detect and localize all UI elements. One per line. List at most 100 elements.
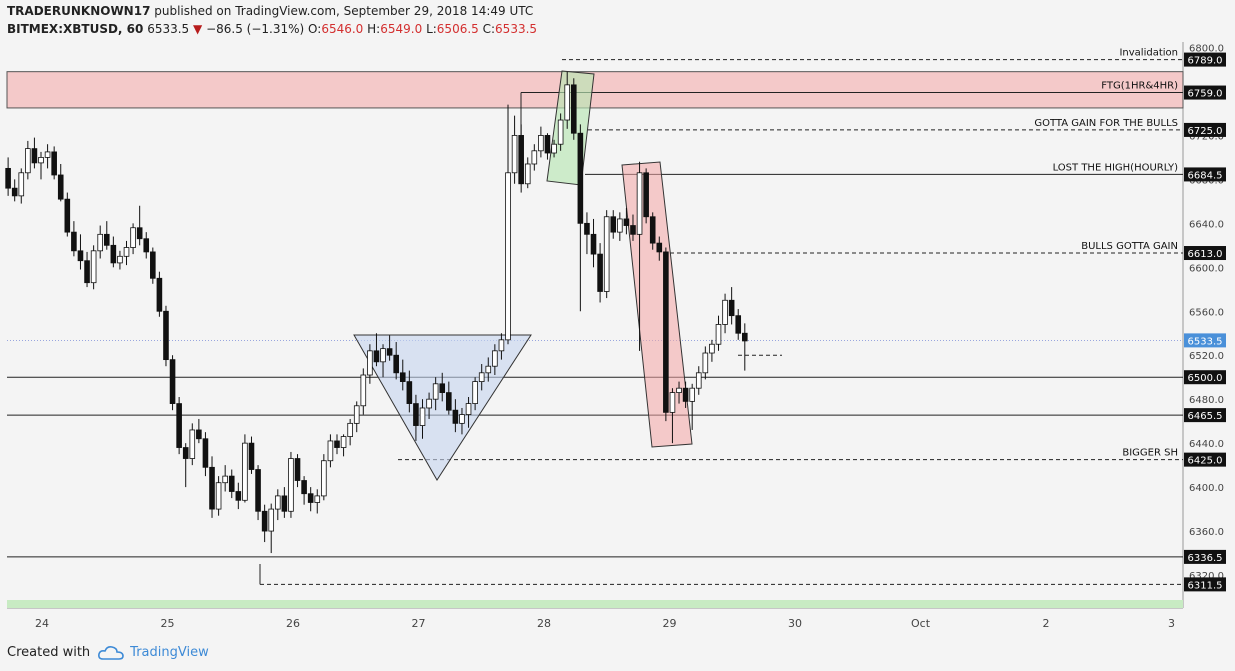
candle-body-30 (202, 438, 209, 468)
candle-body-10 (71, 231, 77, 252)
price-tag-5: 6500.0 (1188, 373, 1223, 384)
candle-body-103 (682, 387, 689, 402)
candle-body-46 (307, 493, 314, 503)
y-tick-label-0: 6800.0 (1189, 43, 1224, 54)
candle-body-2 (18, 172, 25, 197)
high-value: 6549.0 (380, 22, 423, 36)
open-label: O: (308, 22, 322, 36)
y-tick-label-10: 6400.0 (1189, 483, 1224, 494)
candle-body-33 (222, 475, 228, 484)
candle-body-110 (728, 299, 735, 317)
price-tag-bg-8 (1184, 549, 1226, 564)
candle-body-3 (25, 148, 31, 174)
x-tick-label-0: 24 (35, 617, 49, 630)
candle-body-50 (334, 440, 340, 448)
candle-body-52 (347, 422, 353, 437)
candle-body-17 (117, 255, 123, 264)
y-tick-label-4: 6640.0 (1189, 219, 1224, 230)
candle-body-43 (288, 458, 294, 512)
candle-body-8 (57, 174, 64, 200)
candle-body-97 (643, 172, 649, 218)
candle-body-13 (90, 250, 97, 284)
candle-body-47 (314, 495, 321, 503)
price-tag-2: 6725.0 (1188, 126, 1223, 137)
candle-body-51 (340, 436, 347, 448)
price-tag-1: 6759.0 (1188, 89, 1223, 100)
candle-body-76 (505, 172, 511, 341)
candle-body-42 (281, 495, 288, 512)
price-tag-3: 6684.5 (1188, 170, 1223, 181)
candle-body-25 (169, 359, 176, 404)
candle-body-88 (584, 222, 590, 235)
y-tick-label-5: 6600.0 (1189, 263, 1224, 274)
candle-body-67 (446, 392, 452, 411)
candle-body-112 (742, 332, 748, 342)
candle-body-23 (156, 277, 163, 312)
candle-body-56 (373, 350, 380, 363)
last-price-tag-bg (1184, 333, 1226, 348)
down-arrow-icon: ▼ (193, 22, 203, 36)
candle-body-16 (110, 244, 117, 264)
symbol-line: BITMEX:XBTUSD, 60 6533.5 ▼ −86.5 (−1.31%… (7, 22, 537, 36)
candle-body-37 (248, 442, 255, 470)
candle-body-40 (268, 508, 275, 532)
level-label-4: BULLS GOTTA GAIN (1081, 241, 1178, 252)
candle-body-95 (630, 225, 636, 235)
price-tag-bg-6 (1184, 408, 1226, 423)
candle-body-36 (242, 442, 248, 501)
price-tag-0: 6789.0 (1188, 56, 1223, 67)
candle-body-71 (472, 381, 478, 404)
y-tick-label-9: 6440.0 (1189, 439, 1224, 450)
candle-body-53 (353, 405, 360, 424)
tradingview-link[interactable]: TradingView (130, 645, 209, 660)
candle-body-84 (557, 119, 564, 145)
close-label: C: (482, 22, 496, 36)
candle-body-72 (478, 372, 485, 383)
candle-body-109 (722, 299, 728, 325)
candle-body-9 (64, 198, 71, 233)
publish-info: published on TradingView.com, September … (154, 4, 534, 18)
candle-body-92 (610, 216, 617, 233)
candle-body-35 (235, 491, 242, 501)
author-name[interactable]: TRADERUNKNOWN17 (7, 4, 151, 18)
candle-body-24 (163, 310, 169, 361)
candle-body-22 (150, 251, 156, 279)
candle-body-87 (577, 132, 584, 224)
candle-body-91 (603, 216, 610, 292)
candle-body-81 (538, 135, 544, 152)
candle-body-21 (143, 238, 150, 253)
candle-body-1 (11, 187, 18, 197)
level-label-7: BIGGER SH (1122, 448, 1178, 459)
candle-body-89 (590, 233, 597, 255)
candle-body-32 (215, 482, 222, 510)
candle-body-101 (669, 392, 676, 413)
candle-body-41 (274, 495, 281, 510)
candle-body-27 (182, 447, 189, 459)
candle-body-6 (44, 151, 51, 158)
candle-body-34 (228, 475, 235, 492)
candle-body-60 (399, 372, 406, 383)
candle-body-49 (327, 440, 334, 462)
candle-body-74 (492, 350, 498, 367)
candle-body-48 (321, 460, 327, 497)
candle-body-106 (702, 352, 709, 374)
candle-body-0 (5, 167, 11, 189)
candle-body-78 (518, 135, 524, 185)
candle-body-11 (77, 250, 84, 262)
candle-body-104 (689, 387, 695, 402)
candle-body-4 (31, 148, 38, 164)
publish-line: TRADERUNKNOWN17 published on TradingView… (7, 4, 533, 18)
x-tick-label-2: 26 (286, 617, 300, 630)
level-label-3: LOST THE HIGH(HOURLY) (1053, 162, 1178, 173)
created-with-label: Created with (7, 645, 91, 660)
candle-body-70 (465, 403, 472, 415)
candle-body-75 (498, 339, 505, 352)
price-tag-bg-5 (1184, 370, 1226, 385)
candle-body-55 (367, 350, 373, 376)
x-tick-label-3: 27 (412, 617, 426, 630)
last-price-tag: 6533.5 (1188, 336, 1223, 347)
y-tick-label-8: 6480.0 (1189, 395, 1224, 406)
candle-body-38 (255, 469, 261, 512)
candle-body-83 (551, 143, 557, 154)
